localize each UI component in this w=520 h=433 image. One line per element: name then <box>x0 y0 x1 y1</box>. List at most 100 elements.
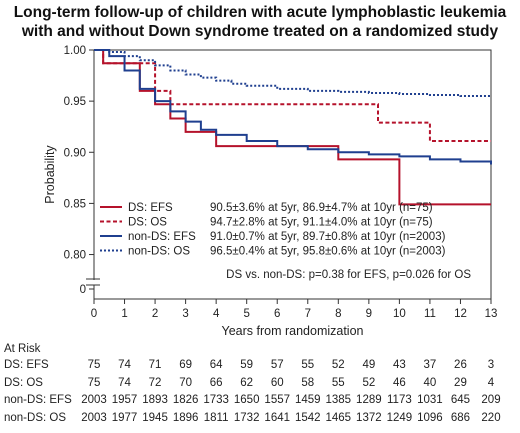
at-risk-cell: 66 <box>209 376 223 389</box>
x-tick-label: 10 <box>393 308 406 320</box>
x-axis-label: Years from randomization <box>222 324 364 338</box>
axis-break-gap <box>86 280 100 285</box>
legend-label-0: DS: EFS <box>128 202 173 214</box>
at-risk-cell: 1459 <box>294 394 321 406</box>
y-tick-label: 1.00 <box>64 45 86 57</box>
at-risk-row-label: non-DS: EFS <box>4 394 72 406</box>
y-tick-label: 0 <box>80 284 86 296</box>
at-risk-cell: 645 <box>450 394 471 406</box>
legend-label-2: non-DS: EFS <box>128 231 196 243</box>
at-risk-cell: 1811 <box>203 411 229 424</box>
x-tick-label: 3 <box>182 308 188 320</box>
legend-label-3: non-DS: OS <box>128 246 190 258</box>
at-risk-cell: 40 <box>423 376 437 389</box>
at-risk-cell: 74 <box>118 376 131 389</box>
at-risk-cell: 686 <box>450 411 471 424</box>
legend-stat-1: 94.7±2.8% at 5yr, 91.1±4.0% at 10yr (n=7… <box>210 217 433 229</box>
at-risk-cell: 52 <box>331 359 345 371</box>
at-risk-cell: 58 <box>301 376 315 389</box>
at-risk-cell: 1826 <box>172 394 199 406</box>
at-risk-cell: 49 <box>362 359 376 371</box>
x-tick-label: 2 <box>152 308 158 320</box>
at-risk-cell: 1641 <box>264 411 291 424</box>
at-risk-cell: 2003 <box>81 411 107 424</box>
chart-title-line-1: Long-term follow-up of children with acu… <box>13 4 507 21</box>
at-risk-cell: 1732 <box>233 411 260 424</box>
x-tick-label: 11 <box>424 308 436 320</box>
x-tick-label: 8 <box>335 308 341 320</box>
at-risk-cell: 1289 <box>356 394 382 406</box>
at-risk-cell: 59 <box>240 359 254 371</box>
at-risk-row-label: DS: OS <box>4 376 43 389</box>
at-risk-row-label: DS: EFS <box>4 359 49 371</box>
at-risk-cell: 1465 <box>325 411 352 424</box>
p-value-annotation: DS vs. non-DS: p=0.38 for EFS, p=0.026 f… <box>226 269 471 281</box>
legend-stat-2: 91.0±0.7% at 5yr, 89.7±0.8% at 10yr (n=2… <box>210 231 446 243</box>
at-risk-cell: 57 <box>270 359 284 371</box>
y-tick-label: 0.95 <box>64 96 86 108</box>
at-risk-header: At Risk <box>4 343 41 355</box>
at-risk-cell: 2003 <box>81 394 107 406</box>
y-tick-label: 0.90 <box>64 147 86 159</box>
at-risk-cell: 46 <box>392 376 406 389</box>
at-risk-cell: 4 <box>487 376 495 389</box>
at-risk-cell: 72 <box>148 376 162 389</box>
at-risk-cell: 64 <box>209 359 223 371</box>
at-risk-row-label: non-DS: OS <box>4 411 66 424</box>
legend-stat-0: 90.5±3.6% at 5yr, 86.9±4.7% at 10yr (n=7… <box>210 202 433 214</box>
at-risk-cell: 1945 <box>142 411 168 424</box>
at-risk-cell: 3 <box>487 359 495 371</box>
at-risk-cell: 1249 <box>386 411 413 424</box>
at-risk-cell: 1893 <box>142 394 168 406</box>
at-risk-cell: 1977 <box>111 411 138 424</box>
at-risk-cell: 1031 <box>417 394 443 406</box>
chart-title-line-2: with and without Down syndrome treated o… <box>21 23 499 40</box>
at-risk-cell: 1173 <box>387 394 412 406</box>
y-tick-label: 0.85 <box>64 198 86 210</box>
at-risk-cell: 1372 <box>356 411 382 424</box>
plot-frame <box>93 49 492 300</box>
at-risk-cell: 1542 <box>294 411 321 424</box>
at-risk-cell: 62 <box>240 376 254 389</box>
at-risk-cell: 1957 <box>111 394 138 406</box>
x-tick-label: 9 <box>366 308 372 320</box>
at-risk-cell: 209 <box>481 394 501 406</box>
at-risk-cell: 55 <box>301 359 315 371</box>
series-line-2 <box>94 49 492 165</box>
legend-stat-3: 96.5±0.4% at 5yr, 95.8±0.6% at 10yr (n=2… <box>210 246 446 258</box>
at-risk-cell: 55 <box>331 376 345 389</box>
at-risk-cell: 69 <box>179 359 192 371</box>
at-risk-cell: 26 <box>454 359 467 371</box>
at-risk-cell: 1385 <box>325 394 352 406</box>
series-line-3 <box>94 49 491 98</box>
at-risk-cell: 1557 <box>264 394 291 406</box>
at-risk-cell: 74 <box>118 359 131 371</box>
at-risk-cell: 1733 <box>203 394 229 406</box>
series-line-0 <box>94 49 491 206</box>
at-risk-cell: 1896 <box>172 411 199 424</box>
at-risk-cell: 70 <box>179 376 192 389</box>
at-risk-cell: 71 <box>148 359 162 371</box>
x-tick-label: 7 <box>305 308 311 320</box>
y-tick-label: 0.80 <box>64 250 86 262</box>
at-risk-cell: 1650 <box>233 394 260 406</box>
at-risk-cell: 60 <box>270 376 284 389</box>
at-risk-cell: 220 <box>481 411 501 424</box>
y-axis-label: Probability <box>43 145 57 204</box>
at-risk-cell: 1096 <box>417 411 443 424</box>
x-tick-label: 13 <box>485 308 498 320</box>
x-tick-label: 4 <box>213 308 220 320</box>
at-risk-cell: 43 <box>392 359 406 371</box>
at-risk-cell: 75 <box>87 359 101 371</box>
at-risk-cell: 29 <box>454 376 467 389</box>
legend-label-1: DS: OS <box>128 217 167 229</box>
x-tick-label: 5 <box>243 308 249 320</box>
x-tick-label: 12 <box>454 308 467 320</box>
at-risk-cell: 52 <box>362 376 376 389</box>
at-risk-cell: 37 <box>423 359 437 371</box>
x-tick-label: 0 <box>91 308 97 320</box>
x-tick-label: 6 <box>274 308 280 320</box>
at-risk-cell: 75 <box>87 376 101 389</box>
series-line-1 <box>94 49 491 143</box>
